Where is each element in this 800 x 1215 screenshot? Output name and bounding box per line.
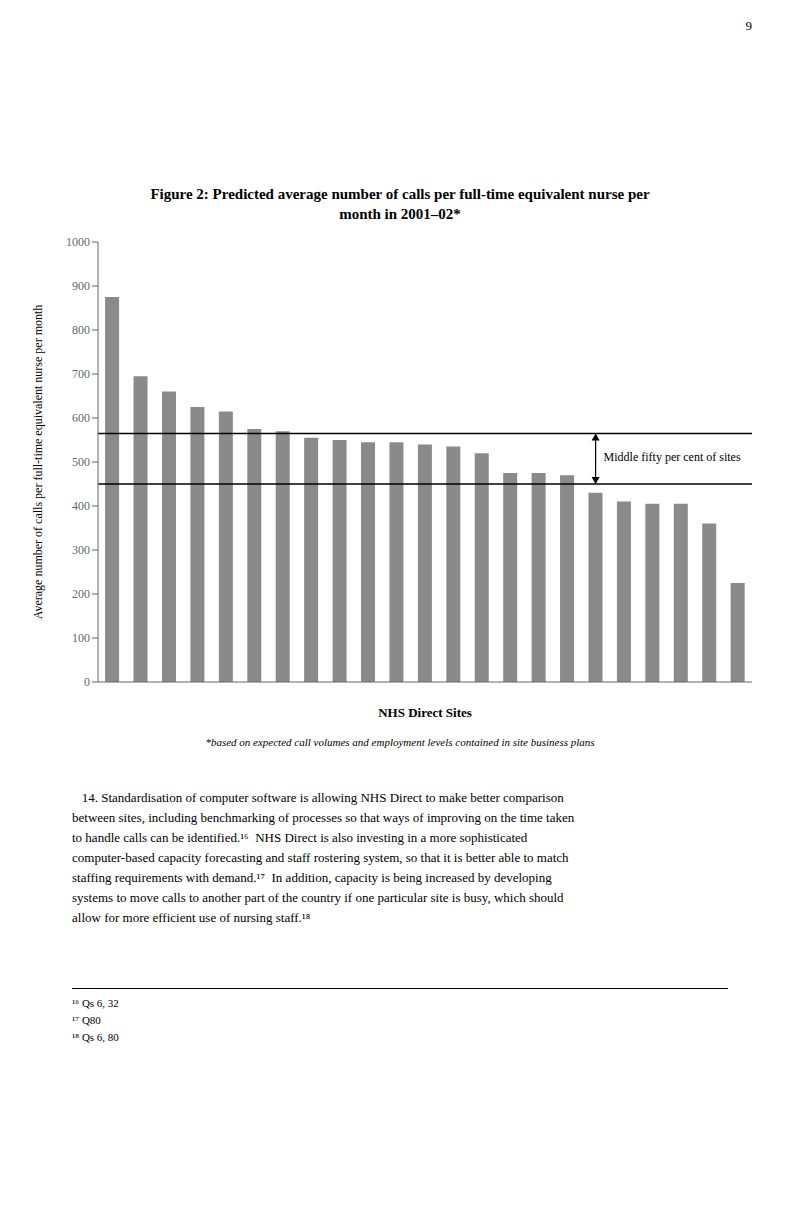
html-text:14. Standardisation of compute: 14. Standardisation of computer software… [72, 790, 575, 925]
html-text:month in 2001–02*: month in 2001–02* [339, 206, 461, 222]
svg-text:1000: 1000 [66, 235, 90, 249]
html-text:9: 9 [745, 18, 752, 33]
html-text:Figure 2: Predicted average nu: Figure 2: Predicted average number of ca… [150, 186, 650, 202]
html-text:¹⁶ Qs 6, 32: ¹⁶ Qs 6, 32 [72, 997, 119, 1009]
svg-text:Average number of calls per fu: Average number of calls per full-time eq… [31, 305, 45, 620]
svg-text:500: 500 [72, 455, 90, 469]
svg-text:700: 700 [72, 367, 90, 381]
html-text:¹⁷ Q80: ¹⁷ Q80 [72, 1014, 101, 1026]
svg-text:100: 100 [72, 631, 90, 645]
html-text:¹⁸ Qs 6, 80: ¹⁸ Qs 6, 80 [72, 1031, 119, 1043]
svg-text:Middle fifty per cent of sites: Middle fifty per cent of sites [604, 450, 741, 464]
svg-text:NHS Direct Sites: NHS Direct Sites [378, 705, 472, 720]
svg-text:900: 900 [72, 279, 90, 293]
svg-text:0: 0 [84, 675, 90, 689]
svg-text:200: 200 [72, 587, 90, 601]
svg-text:400: 400 [72, 499, 90, 513]
svg-text:800: 800 [72, 323, 90, 337]
svg-text:300: 300 [72, 543, 90, 557]
svg-text:600: 600 [72, 411, 90, 425]
html-text:*based on expected call volume: *based on expected call volumes and empl… [205, 736, 595, 748]
